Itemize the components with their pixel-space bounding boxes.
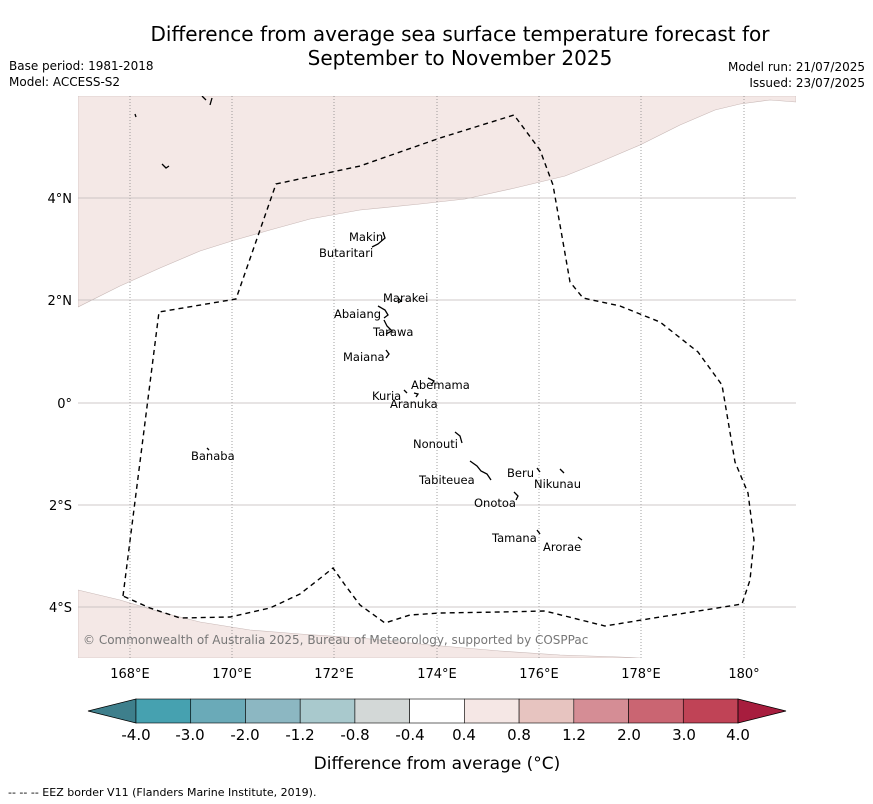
island-nikunau — [559, 468, 565, 474]
island-tabiteuea — [469, 460, 492, 481]
lat-label-0: 0° — [57, 397, 72, 412]
lat-label-2s: 2°S — [49, 499, 72, 514]
label-abemama: Abemama — [411, 378, 470, 392]
island-tamana — [536, 529, 541, 535]
island-north-3 — [134, 113, 137, 118]
colorbar-segment — [299, 698, 356, 724]
colorbar-segment — [682, 698, 739, 724]
island-abaiang — [377, 305, 389, 319]
island-marakei — [397, 297, 403, 304]
lon-label-180: 180° — [728, 667, 759, 682]
label-kuria: Kuria — [372, 389, 401, 403]
lon-label-168e: 168°E — [110, 667, 150, 682]
lat-label-4s: 4°S — [49, 601, 72, 616]
colorbar-segment — [628, 698, 684, 724]
title-line-1: Difference from average sea surface temp… — [150, 22, 770, 46]
copyright-notice: © Commonwealth of Australia 2025, Bureau… — [83, 633, 588, 647]
colorbar-segment — [409, 698, 465, 724]
lon-label-172e: 172°E — [314, 667, 354, 682]
label-tarawa: Tarawa — [372, 325, 413, 339]
island-tarawa — [383, 319, 394, 335]
place-labels: Makin Butaritari Marakei Abaiang Tarawa … — [191, 230, 581, 554]
lat-label-4n: 4°N — [48, 192, 73, 207]
label-aranuka: Aranuka — [390, 397, 438, 411]
colorbar-labels: -4.0 -3.0 -2.0 -1.2 -0.8 -0.4 0.4 0.8 1.… — [121, 726, 750, 744]
cb-label-0: -4.0 — [121, 726, 150, 744]
island-north-4 — [161, 163, 170, 169]
map-title: Difference from average sea surface temp… — [0, 22, 873, 70]
label-beru: Beru — [507, 466, 534, 480]
label-tabiteuea: Tabiteuea — [418, 473, 475, 487]
label-abaiang: Abaiang — [334, 307, 381, 321]
latitude-labels: 4°N 2°N 0° 2°S 4°S — [48, 192, 73, 616]
island-north-2 — [209, 97, 213, 106]
colorbar-extend-low — [87, 698, 137, 724]
run-info: Model run: 21/07/2025 Issued: 23/07/2025 — [728, 59, 865, 91]
label-nikunau: Nikunau — [534, 477, 581, 491]
island-onotoa — [513, 491, 519, 501]
label-marakei: Marakei — [383, 291, 428, 305]
cb-label-1: -3.0 — [175, 726, 204, 744]
lon-label-174e: 174°E — [417, 667, 457, 682]
colorbar-segment — [573, 698, 629, 724]
model-run: Model run: 21/07/2025 — [727, 60, 865, 74]
eez-legend-note: -- -- -- EEZ border V11 (Flanders Marine… — [8, 786, 317, 799]
island-maiana — [385, 349, 390, 359]
colorbar-segment — [464, 698, 520, 724]
island-north-1 — [201, 96, 207, 101]
longitude-labels: 168°E 170°E 172°E 174°E 176°E 178°E 180° — [110, 667, 759, 682]
cb-label-3: -1.2 — [285, 726, 314, 744]
colorbar-title: Difference from average (°C) — [314, 754, 561, 774]
meridian-lines — [129, 96, 745, 658]
island-banaba — [206, 447, 210, 451]
lon-label-178e: 178°E — [621, 667, 661, 682]
colorbar-segment — [354, 698, 410, 724]
label-onotoa: Onotoa — [474, 496, 516, 510]
model-info: Base period: 1981-2018 Model: ACCESS-S2 — [9, 58, 154, 90]
label-banaba: Banaba — [191, 449, 235, 463]
label-butaritari: Butaritari — [319, 246, 373, 260]
lon-label-170e: 170°E — [212, 667, 252, 682]
cb-label-5: -0.4 — [395, 726, 424, 744]
label-tamana: Tamana — [491, 531, 537, 545]
issued-date: Issued: 23/07/2025 — [749, 76, 865, 90]
cb-label-8: 1.2 — [562, 726, 586, 744]
cb-label-11: 4.0 — [726, 726, 750, 744]
island-outlines — [134, 96, 583, 541]
cb-label-4: -0.8 — [340, 726, 369, 744]
cb-label-9: 2.0 — [617, 726, 641, 744]
colorbar-segment — [190, 698, 246, 724]
island-abemama — [427, 377, 435, 385]
model-name: Model: ACCESS-S2 — [9, 75, 121, 89]
cb-label-2: -2.0 — [230, 726, 259, 744]
colorbar-segment — [245, 698, 301, 724]
cb-label-7: 0.8 — [507, 726, 531, 744]
map-area: Makin Butaritari Marakei Abaiang Tarawa … — [78, 96, 796, 658]
island-nonouti — [454, 431, 463, 444]
island-beru — [536, 467, 541, 473]
label-makin: Makin — [349, 230, 383, 244]
parallel-lines — [78, 197, 796, 608]
island-aranuka — [413, 392, 420, 398]
colorbar — [87, 698, 787, 724]
label-nonouti: Nonouti — [413, 437, 458, 451]
island-kuria — [403, 389, 408, 394]
base-period: Base period: 1981-2018 — [9, 59, 154, 73]
island-makin — [371, 231, 386, 248]
title-line-2: September to November 2025 — [307, 46, 613, 70]
cb-label-6: 0.4 — [452, 726, 476, 744]
colorbar-segment — [135, 698, 192, 724]
colorbar-segment — [518, 698, 575, 724]
label-arorae: Arorae — [543, 540, 581, 554]
lat-label-2n: 2°N — [48, 294, 73, 309]
label-maiana: Maiana — [343, 350, 385, 364]
eez-border — [122, 114, 755, 627]
lon-label-176e: 176°E — [519, 667, 559, 682]
island-arorae — [577, 536, 583, 541]
cb-label-10: 3.0 — [672, 726, 696, 744]
colorbar-extend-high — [737, 698, 787, 724]
